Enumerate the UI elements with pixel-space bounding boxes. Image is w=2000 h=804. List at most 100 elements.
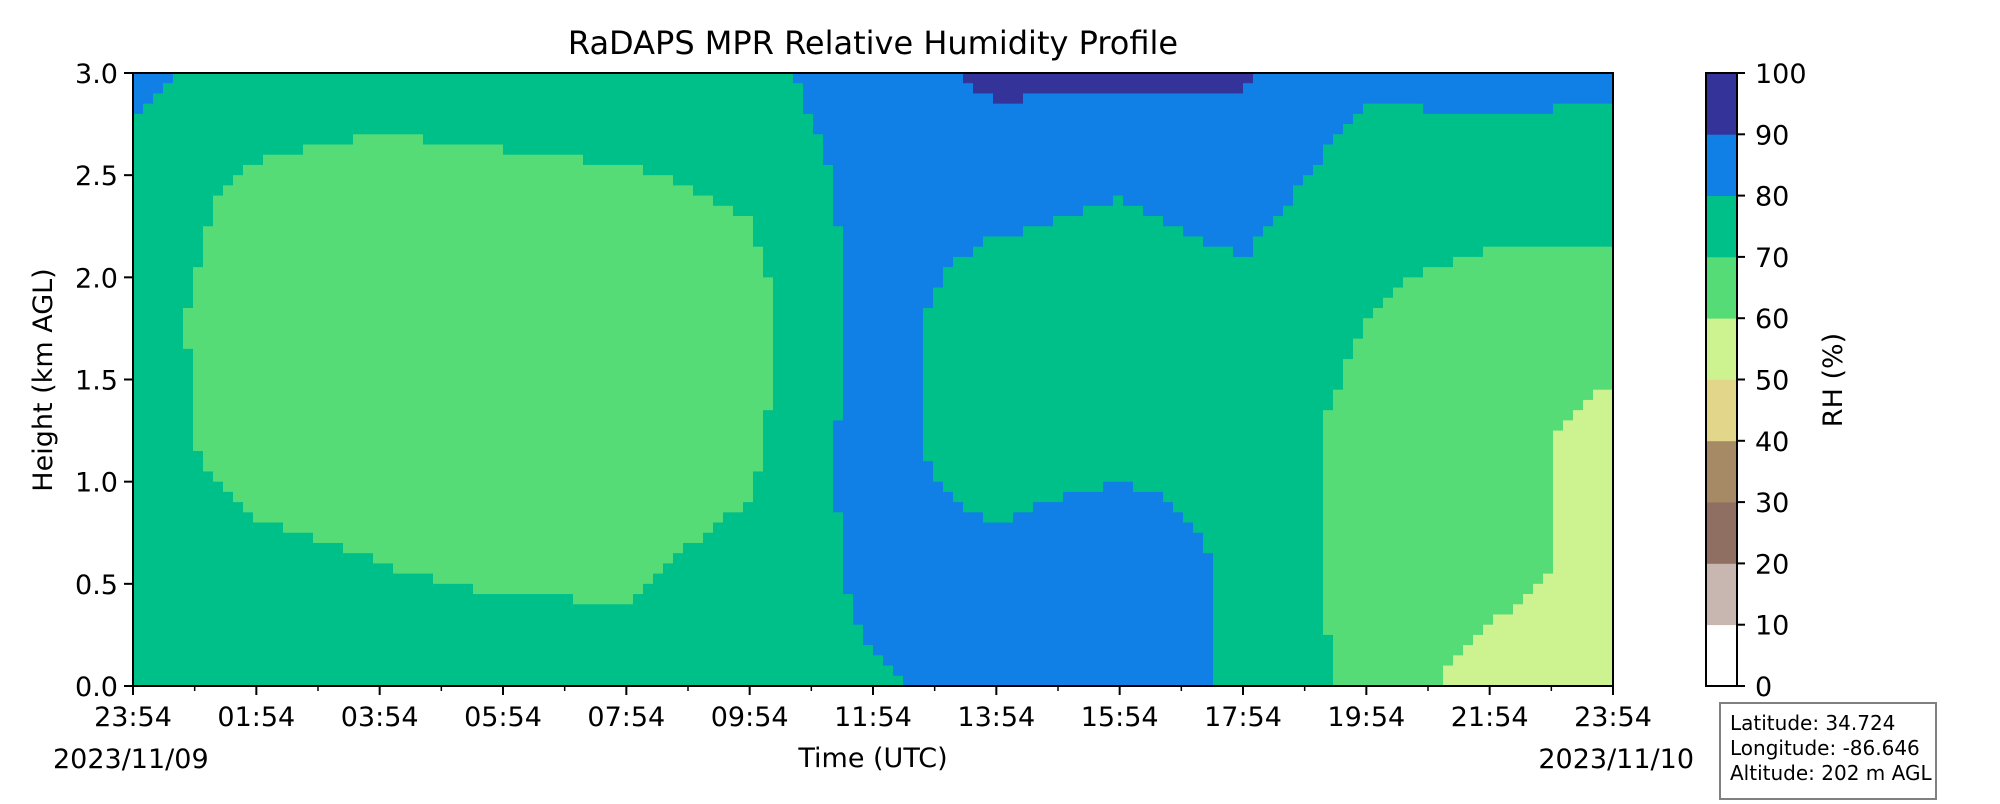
- rh-cell: [173, 83, 184, 95]
- rh-cell: [783, 430, 794, 442]
- rh-cell: [523, 226, 534, 238]
- rh-cell: [293, 491, 304, 503]
- rh-cell: [333, 287, 344, 299]
- rh-cell: [703, 542, 714, 554]
- rh-cell: [263, 185, 274, 197]
- rh-cell: [703, 185, 714, 197]
- rh-cell: [713, 307, 724, 319]
- rh-cell: [603, 563, 614, 575]
- rh-cell: [273, 522, 284, 534]
- rh-cell: [203, 532, 214, 544]
- rh-cell: [773, 164, 784, 176]
- rh-cell: [573, 389, 584, 401]
- rh-cell: [953, 164, 964, 176]
- rh-cell: [583, 624, 594, 636]
- rh-cell: [483, 236, 494, 248]
- rh-cell: [783, 359, 794, 370]
- rh-cell: [293, 195, 304, 207]
- rh-cell: [873, 277, 884, 289]
- rh-cell: [373, 144, 384, 156]
- rh-cell: [913, 573, 924, 585]
- rh-cell: [613, 359, 624, 370]
- rh-cell: [633, 542, 644, 554]
- rh-cell: [333, 542, 344, 554]
- rh-cell: [143, 542, 154, 554]
- rh-cell: [163, 614, 174, 626]
- rh-cell: [233, 205, 244, 217]
- rh-cell: [873, 573, 884, 585]
- rh-cell: [423, 573, 434, 585]
- rh-cell: [493, 420, 504, 432]
- rh-cell: [443, 246, 454, 258]
- rh-cell: [603, 512, 614, 524]
- rh-cell: [773, 430, 784, 442]
- rh-cell: [703, 675, 714, 686]
- rh-cell: [183, 420, 194, 432]
- rh-cell: [863, 164, 874, 176]
- rh-cell: [333, 124, 344, 135]
- rh-cell: [643, 563, 654, 575]
- rh-cell: [683, 246, 694, 258]
- rh-cell: [753, 328, 764, 340]
- rh-cell: [313, 175, 324, 186]
- rh-cell: [183, 594, 194, 605]
- rh-cell: [813, 154, 824, 166]
- rh-cell: [823, 430, 834, 442]
- rh-cell: [823, 359, 834, 370]
- rh-cell: [733, 512, 744, 524]
- rh-cell: [423, 532, 434, 544]
- rh-cell: [883, 542, 894, 554]
- rh-cell: [863, 614, 874, 626]
- rh-cell: [213, 491, 224, 503]
- rh-cell: [263, 563, 274, 575]
- rh-cell: [843, 655, 854, 667]
- rh-cell: [803, 522, 814, 534]
- rh-cell: [143, 594, 154, 605]
- rh-cell: [263, 246, 274, 258]
- rh-cell: [453, 226, 464, 238]
- rh-cell: [603, 645, 614, 656]
- rh-cell: [843, 573, 854, 585]
- rh-cell: [293, 307, 304, 319]
- rh-cell: [313, 185, 324, 197]
- rh-cell: [853, 359, 864, 370]
- rh-cell: [493, 369, 504, 381]
- rh-cell: [383, 665, 394, 677]
- rh-cell: [563, 624, 574, 636]
- rh-cell: [493, 583, 504, 595]
- rh-cell: [203, 379, 214, 391]
- rh-cell: [753, 532, 764, 544]
- rh-cell: [523, 113, 534, 125]
- rh-cell: [323, 502, 334, 513]
- rh-cell: [663, 665, 674, 677]
- rh-cell: [883, 369, 894, 381]
- rh-cell: [653, 430, 664, 442]
- rh-cell: [513, 73, 524, 84]
- rh-cell: [553, 573, 564, 585]
- rh-cell: [233, 83, 244, 95]
- rh-cell: [843, 205, 854, 217]
- rh-cell: [693, 205, 704, 217]
- rh-cell: [413, 144, 424, 156]
- rh-cell: [933, 175, 944, 186]
- rh-cell: [593, 440, 604, 452]
- rh-cell: [413, 645, 424, 656]
- rh-cell: [663, 512, 674, 524]
- rh-cell: [533, 502, 544, 513]
- rh-cell: [833, 512, 844, 524]
- rh-cell: [273, 246, 284, 258]
- rh-cell: [743, 563, 754, 575]
- rh-cell: [903, 246, 914, 258]
- rh-cell: [463, 410, 474, 421]
- rh-cell: [583, 328, 594, 340]
- rh-cell: [713, 124, 724, 135]
- rh-cell: [233, 553, 244, 564]
- rh-cell: [883, 491, 894, 503]
- rh-cell: [233, 532, 244, 544]
- rh-cell: [553, 175, 564, 186]
- rh-cell: [953, 553, 964, 564]
- rh-cell: [193, 604, 204, 616]
- rh-cell: [183, 542, 194, 554]
- rh-cell: [743, 359, 754, 370]
- rh-cell: [733, 348, 744, 360]
